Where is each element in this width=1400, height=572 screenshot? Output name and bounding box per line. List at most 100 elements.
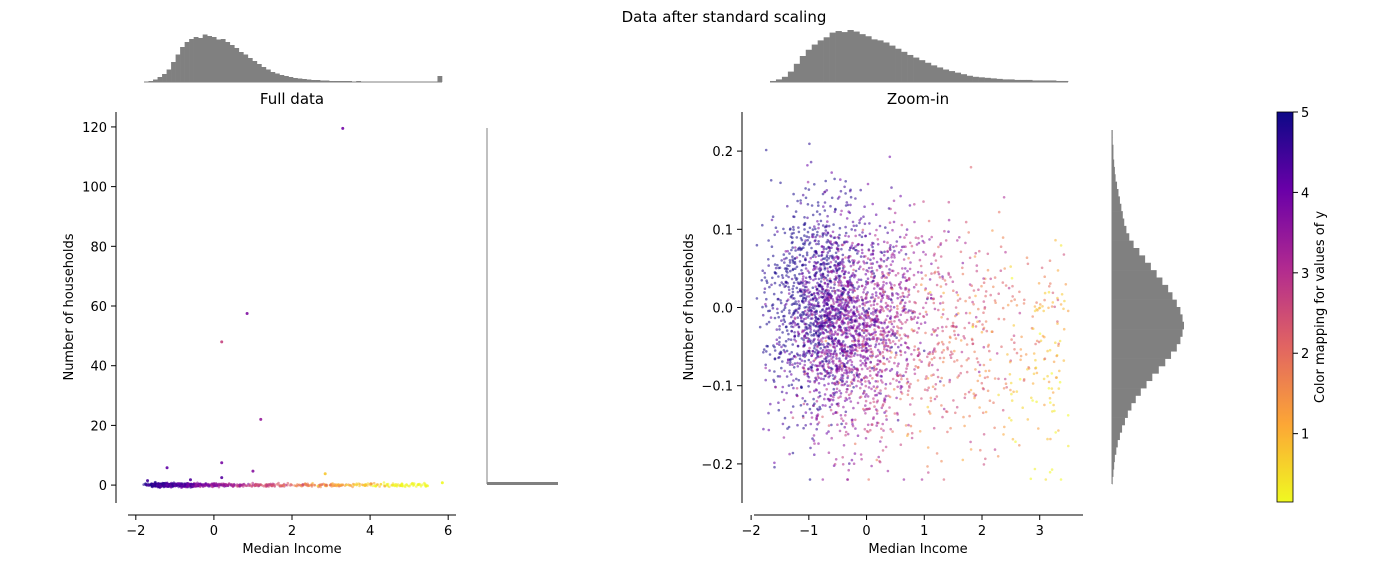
zoom-scatter-point [821,415,824,419]
zoom-scatter-point [841,456,844,459]
zoom-scatter-point [862,309,866,312]
colorbar-tick-label: 3 [1301,267,1309,282]
zoom-scatter-point [864,412,867,415]
zoom-scatter-point [875,412,879,415]
zoom-scatter-point [860,235,864,239]
zoom-scatter-point [916,366,920,369]
zoom-scatter-point [830,320,834,324]
zoom-scatter-point [801,277,805,281]
zoom-scatter-point [875,228,878,232]
zoom-scatter-point [972,289,976,292]
zoom-scatter-point [765,322,769,326]
zoom-scatter-point [1060,293,1064,296]
zoom-scatter-point [874,291,878,294]
zoom-scatter-point [834,337,837,340]
zoom-scatter-point [826,345,830,349]
full-scatter-point [210,485,214,488]
zoom-scatter-point [890,367,894,371]
zoom-scatter-point [882,399,886,403]
zoom-scatter-point [811,213,815,217]
zoom-scatter-point [791,357,794,361]
zoom-scatter-point [853,352,857,355]
zoom-scatter-point [890,255,893,259]
zoom-scatter-point [767,309,770,313]
zoom-scatter-point [852,354,856,357]
zoom-scatter-point [846,301,850,304]
zoom-scatter-point [997,393,1000,397]
zoom-scatter-point [909,316,913,319]
zoom-scatter-point [1007,286,1011,290]
zoom-scatter-point [821,360,825,363]
zoom-scatter-point [812,233,815,236]
zoom-scatter-point [869,361,872,364]
zoom-scatter-point [917,241,921,245]
zoom-scatter-point [844,231,848,235]
zoom-scatter-point [980,381,984,385]
zoom-scatter-point [848,288,852,292]
zoom-scatter-point [903,236,906,239]
full-scatter-point [391,484,394,487]
full-scatter-point [368,483,372,486]
full-scatter-point [304,482,307,486]
zoom-scatter-point [762,348,766,351]
zoom-scatter-point [779,181,782,185]
zoom-scatter-point [820,251,824,254]
zoom-scatter-point [861,228,865,232]
zoom-scatter-point [818,394,822,398]
full-x-marginal-histogram [144,34,443,83]
zoom-scatter-point [1066,414,1070,417]
zoom-scatter-point [978,249,981,253]
zoom-scatter-point [791,313,795,317]
zoom-scatter-point [782,253,786,256]
zoom-scatter-point [1002,433,1005,436]
zoom-scatter-point [773,349,777,352]
zoom-scatter-point [915,321,919,325]
zoom-y-hist-bar [1112,366,1159,374]
zoom-scatter-point [815,364,819,368]
zoom-scatter-point [1003,267,1006,270]
zoom-scatter-point [800,359,804,362]
full-outlier-point [323,472,327,476]
zoom-scatter-point [919,341,922,345]
zoom-scatter-point [771,215,775,218]
zoom-scatter-point [841,243,845,247]
zoom-scatter-point [1005,386,1008,389]
zoom-scatter-point [909,403,912,406]
zoom-scatter-point [1033,305,1037,308]
colorbar-tick-label: 5 [1301,106,1309,121]
zoom-scatter-point [807,358,811,362]
zoom-scatter-point [798,354,802,357]
zoom-scatter-point [981,323,984,326]
zoom-scatter-point [839,279,842,283]
zoom-scatter-point [805,290,809,293]
zoom-scatter-point [1034,366,1038,370]
zoom-scatter-point [882,280,885,284]
zoom-scatter-point [1019,348,1023,351]
zoom-scatter-point [849,400,853,403]
zoom-scatter-point [822,377,825,381]
zoom-scatter-point [887,207,891,210]
zoom-scatter-point [1019,358,1022,362]
zoom-scatter-point [767,239,770,242]
zoom-scatter-point [914,283,918,286]
zoom-scatter-point [854,245,857,248]
zoom-scatter-point [812,307,816,310]
zoom-scatter-point [889,320,893,323]
zoom-scatter-point [791,451,795,455]
zoom-scatter-point [814,331,818,335]
zoom-scatter-point [816,291,820,295]
full-outlier-point [440,481,444,485]
colorbar-gradient [1276,111,1294,503]
zoom-scatter-point [967,321,971,325]
zoom-scatter-point [853,273,856,277]
zoom-scatter-point [776,375,780,378]
zoom-scatter-point [790,277,794,281]
zoom-scatter-point [799,199,802,202]
zoom-scatter-point [975,264,979,267]
zoom-scatter-point [839,189,843,193]
zoom-scatter-point [949,350,953,354]
zoom-scatter-point [822,277,826,281]
zoom-scatter-point [773,370,776,373]
full-scatter-point [341,483,345,487]
zoom-scatter-point [850,382,854,385]
